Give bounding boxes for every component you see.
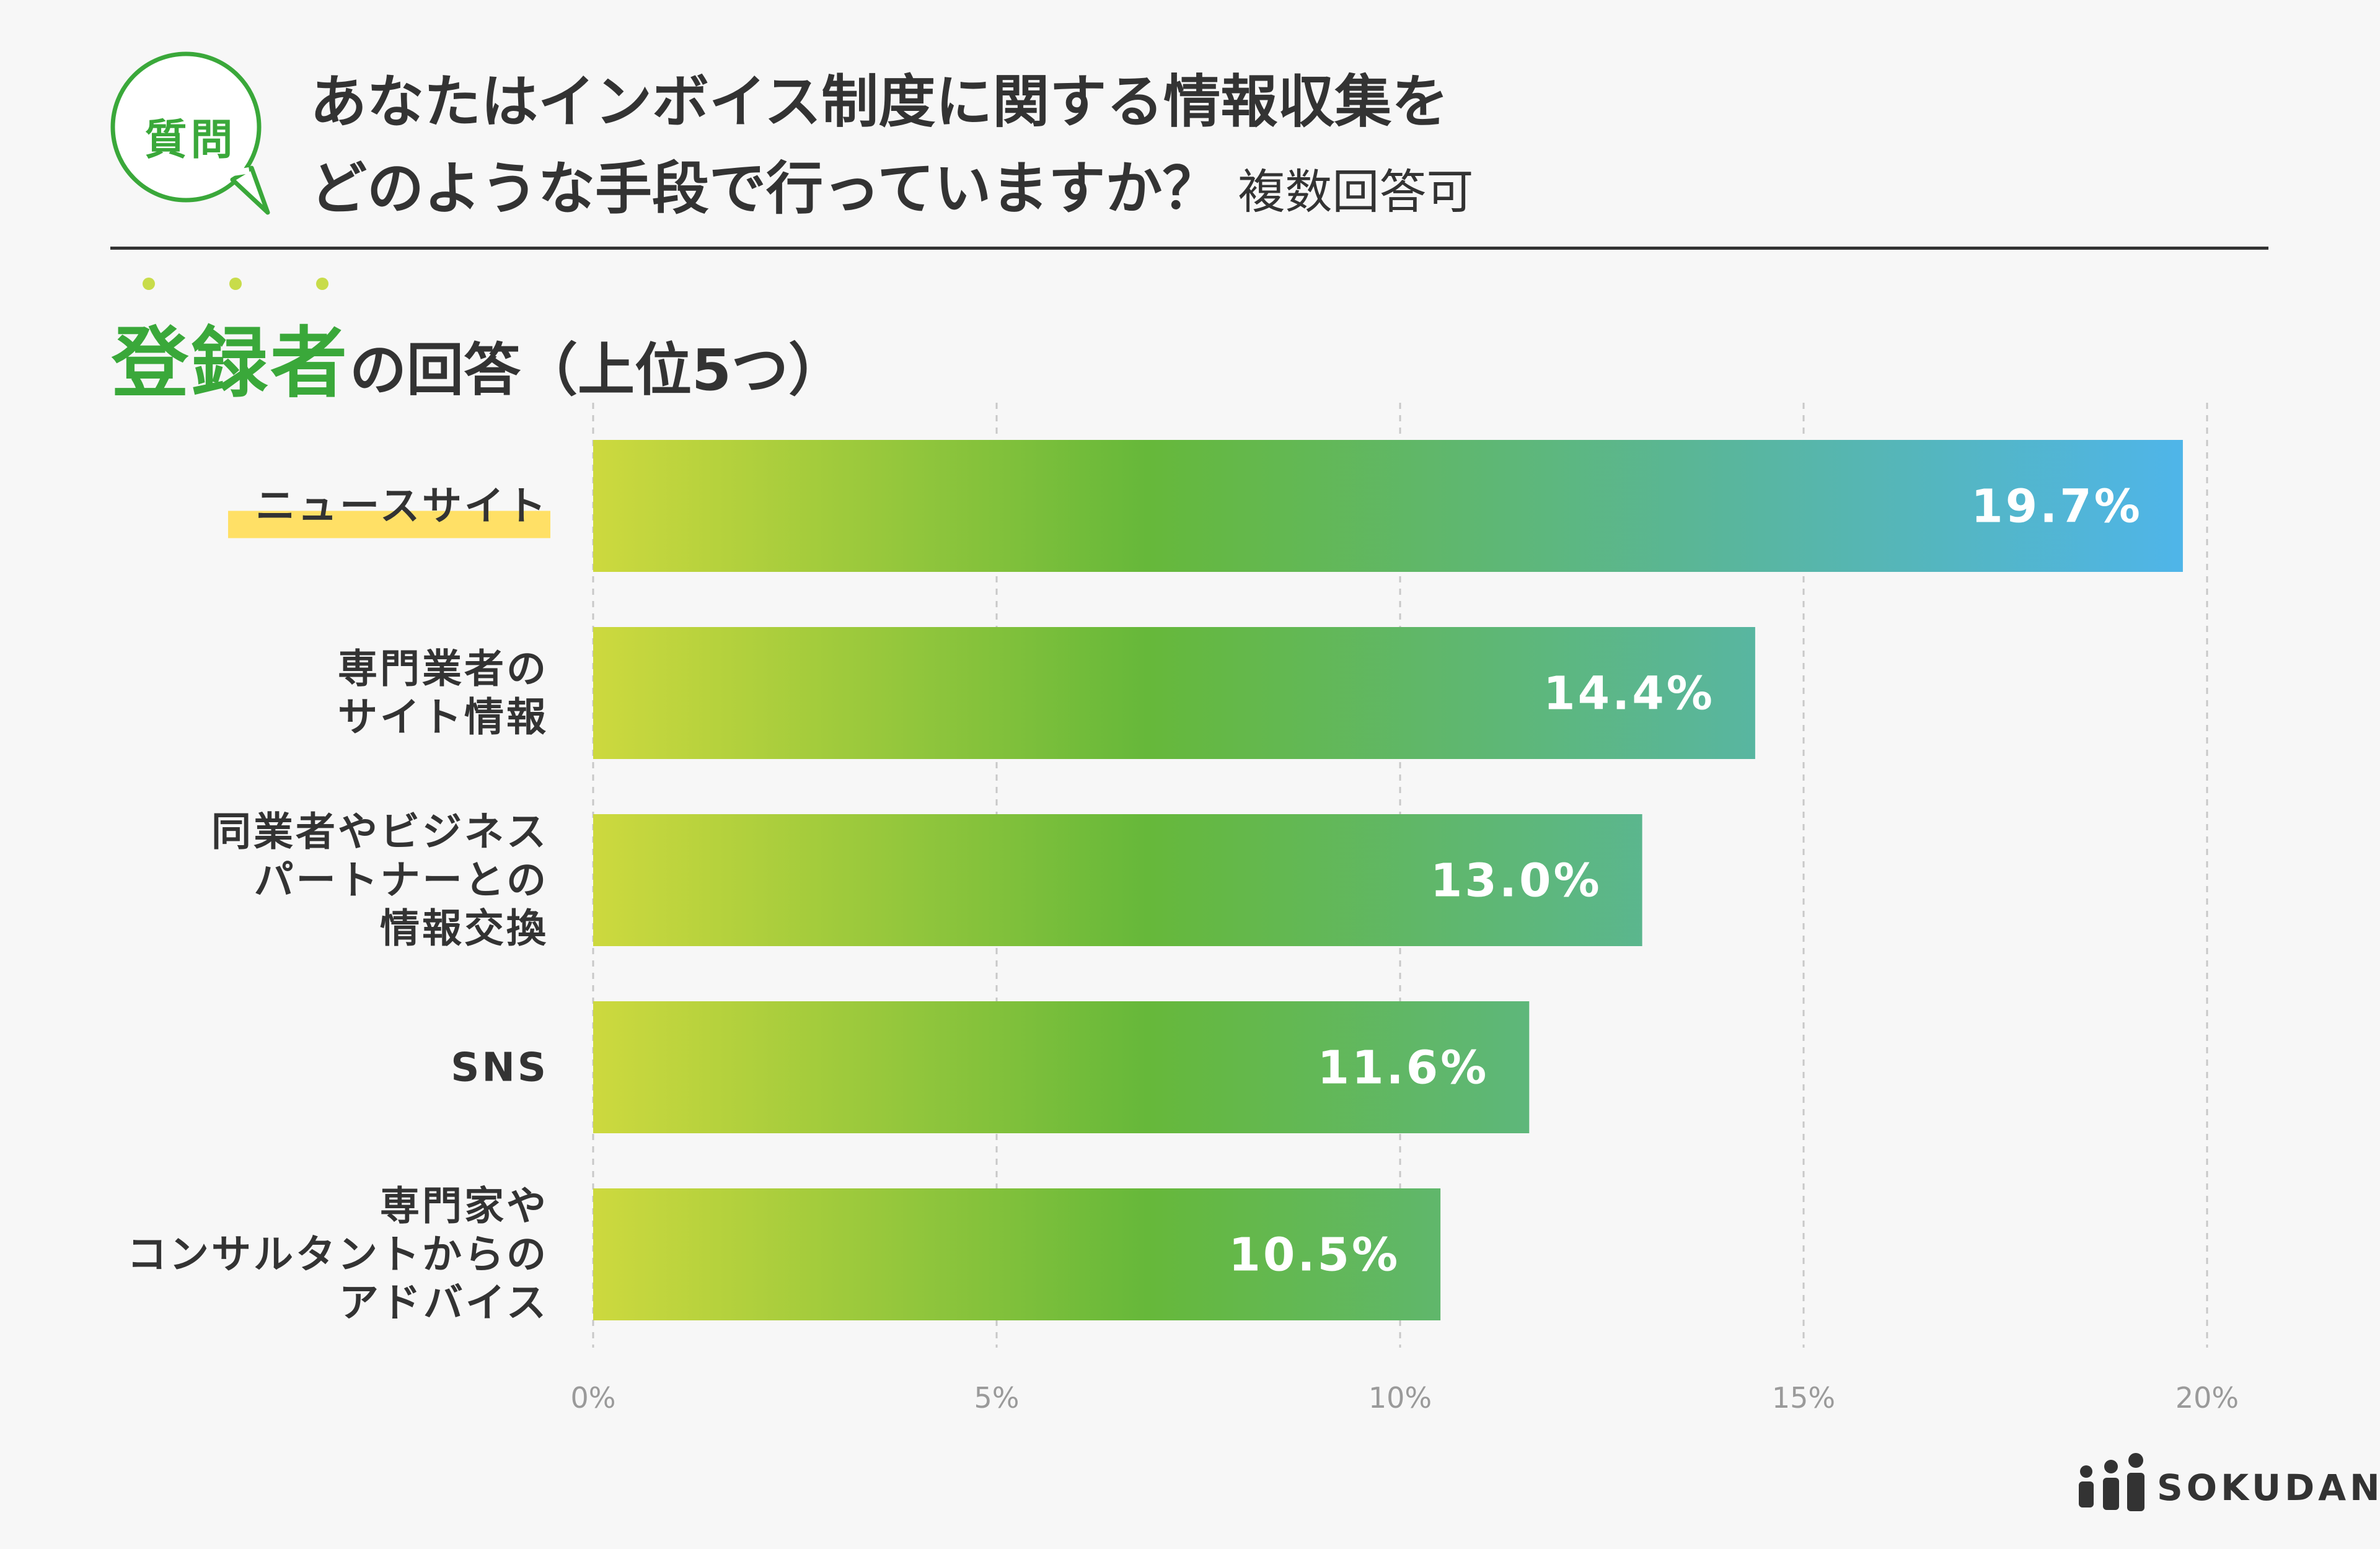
category-label: 専門業者の — [338, 647, 549, 693]
category-label: ニュースサイト — [255, 484, 549, 530]
emphasis-dots — [143, 278, 353, 296]
badge-label: 質問 — [144, 116, 237, 165]
bar-value-label: 11.6% — [1318, 1042, 1489, 1095]
subtitle-rest: の回答（上位5つ） — [350, 337, 846, 403]
x-axis-ticks: 0% 5% 10% 15% 20% — [571, 1381, 2239, 1415]
highlight-marker — [228, 511, 550, 538]
bar — [593, 440, 2183, 572]
bar — [593, 1001, 1530, 1133]
x-tick-label: 15% — [1772, 1381, 1835, 1415]
logo-text: SOKUDAN — [2157, 1467, 2380, 1509]
bar-value-label: 10.5% — [1228, 1229, 1400, 1282]
question-badge: 質問 — [105, 46, 276, 217]
bar — [593, 627, 1755, 759]
question-line-2-text: どのような手段で行っていますか？ — [310, 156, 1220, 222]
category-label: 情報交換 — [380, 906, 549, 952]
people-icon — [2079, 1453, 2144, 1511]
chart-subtitle: 登録者の回答（上位5つ） — [112, 301, 845, 412]
x-tick-label: 10% — [1368, 1381, 1432, 1415]
speech-bubble-icon — [110, 51, 270, 215]
question-note: 複数回答可 — [1238, 164, 1474, 219]
category-label: 専門家や — [380, 1184, 549, 1230]
category-label: サイト情報 — [338, 695, 549, 741]
sokudan-logo: SOKUDAN — [2070, 1453, 2380, 1521]
category-label: パートナーとの — [254, 858, 549, 904]
category-label: SNS — [451, 1045, 549, 1091]
x-tick-label: 5% — [974, 1381, 1020, 1415]
bar-value-label: 14.4% — [1543, 667, 1715, 721]
question-line-1: あなたはインボイス制度に関する情報収集を — [310, 69, 1449, 135]
category-label: アドバイス — [339, 1281, 549, 1327]
bar-value-label: 19.7% — [1971, 480, 2143, 533]
title-divider — [110, 247, 2268, 250]
category-label: コンサルタントからの — [127, 1232, 549, 1278]
x-tick-label: 0% — [571, 1381, 616, 1415]
bar-value-label: 13.0% — [1430, 854, 1602, 908]
bar — [593, 814, 1642, 946]
bar — [593, 1188, 1441, 1320]
category-label: 同業者やビジネス — [211, 810, 549, 856]
bars: 19.7% 14.4% 13.0% 11.6% 10.5% — [593, 440, 2183, 1320]
x-tick-label: 20% — [2175, 1381, 2239, 1415]
question-line-2: どのような手段で行っていますか？ 複数回答可 — [310, 143, 1473, 225]
subtitle-highlight: 登録者 — [112, 319, 350, 408]
